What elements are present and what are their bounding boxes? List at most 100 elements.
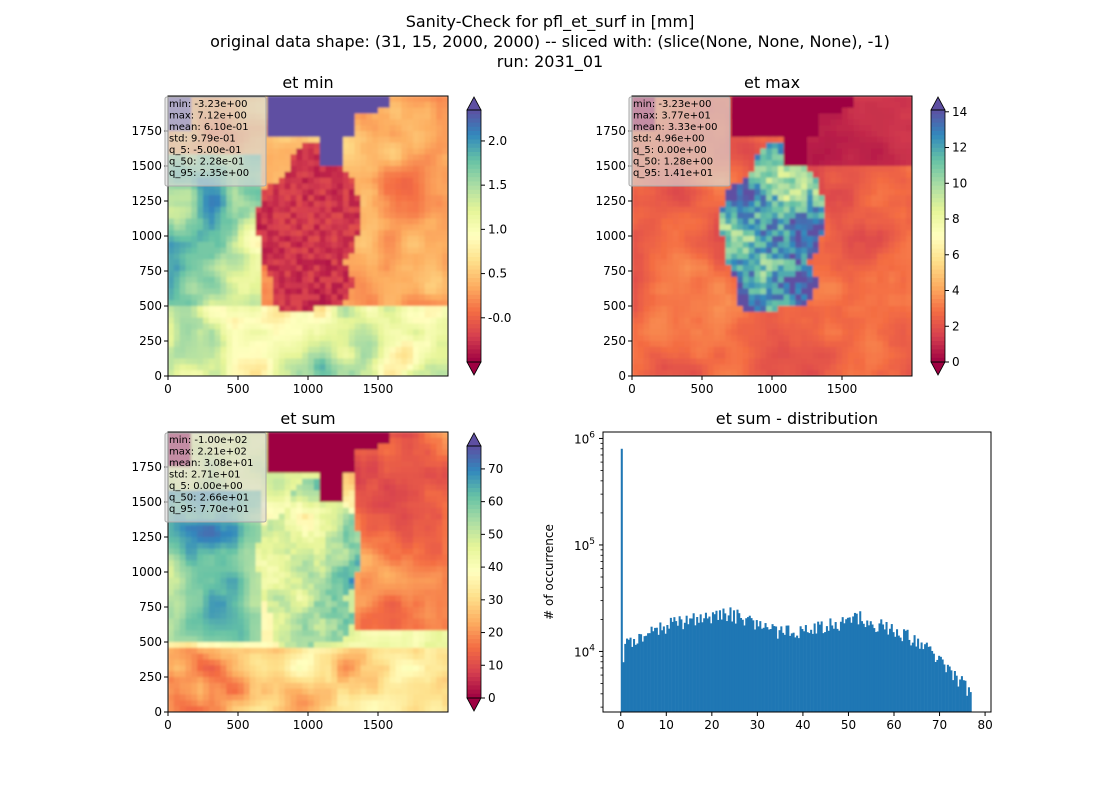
panel-4-bar: [713, 614, 716, 712]
figure-suptitle: Sanity-Check for pfl_et_surf in [mm] ori…: [0, 12, 1100, 72]
panel-4-bar: [964, 680, 967, 712]
panel-3-ytick-label: 750: [139, 600, 162, 614]
panel-4-bar: [894, 636, 897, 712]
panel-4-bar: [738, 613, 741, 712]
panel-4-bar: [768, 629, 771, 712]
panel-1-stats-line: mean: 6.10e-01: [169, 122, 249, 133]
panel-4-bar: [841, 617, 844, 712]
panel-4-bar: [959, 679, 962, 712]
panel-4-bar: [878, 623, 881, 712]
panel-4-bar: [945, 672, 948, 712]
panel-4-bar: [673, 617, 676, 712]
panel-4-bar: [910, 645, 913, 712]
panel-4-bar: [743, 625, 746, 712]
panel-1-ytick-label: 1750: [131, 124, 162, 138]
panel-4-bar: [869, 621, 872, 712]
panel-4-bar: [804, 625, 807, 712]
panel-4-bar: [675, 621, 678, 712]
panel-4-bar: [648, 633, 651, 712]
panel-4-bar: [955, 675, 958, 712]
panel-2-heatmap: et max 0 500 1000 1500 0 250 500 750 1000 1250 1500…: [595, 73, 967, 396]
panel-4-bar: [824, 632, 827, 712]
panel-4-frame: [602, 431, 992, 713]
panel-4-bar: [890, 624, 893, 712]
panel-4-bar: [850, 622, 853, 712]
panel-2-xtick-label: 0: [628, 382, 636, 396]
panel-4-bar: [811, 633, 814, 712]
panel-2-ytick-label: 1500: [595, 159, 626, 173]
panel-2-colorbar-tick-label: 8: [952, 212, 960, 226]
panel-4-bar: [711, 612, 714, 712]
panel-4-bar: [650, 626, 653, 712]
panel-4-bar: [897, 635, 900, 712]
panel-2-colorbar-tick-label: 0: [952, 355, 960, 369]
panel-4-bar: [645, 635, 648, 712]
panel-4-bar: [687, 624, 690, 712]
panel-2-colorbar-extend-max: [930, 96, 946, 111]
panel-4-bar: [629, 637, 632, 712]
panel-4-bar: [838, 630, 841, 712]
panel-3-ytick-label: 250: [139, 670, 162, 684]
panel-4-bar: [745, 618, 748, 712]
panel-4-bar: [962, 680, 965, 712]
panel-3-colorbar-tick-label: 30: [488, 593, 503, 607]
panel-4-bar: [904, 630, 907, 712]
panel-4-bar: [846, 617, 849, 712]
panel-3-stats-line: q_50: 2.66e+01: [169, 493, 249, 504]
panel-4-bar: [696, 617, 699, 712]
panel-1-ytick-label: 1250: [131, 194, 162, 208]
panel-2-stats-line: q_50: 1.28e+00: [633, 157, 713, 168]
panel-4-xtick-label: 10: [659, 718, 674, 732]
panel-3-stats-line: min: -1.00e+02: [169, 435, 248, 446]
panel-4-bar: [862, 623, 865, 712]
panel-4-bar: [843, 623, 846, 712]
panel-4-bar: [796, 635, 799, 712]
panel-4-title: et sum - distribution: [716, 409, 878, 428]
panel-4-bar: [880, 619, 883, 712]
panel-4-xtick-label: 40: [795, 718, 810, 732]
panel-4-bar: [732, 610, 736, 712]
panel-4-ytick-label: 104: [574, 643, 595, 659]
panel-1-stats-line: q_50: 2.28e-01: [169, 157, 244, 168]
panel-4-bar: [722, 608, 725, 712]
panel-4-bar: [855, 613, 858, 712]
panel-3-xtick-label: 500: [227, 718, 250, 732]
panel-4-bar: [929, 646, 932, 712]
panel-4-bar: [682, 629, 685, 712]
panel-4-bar: [853, 612, 856, 712]
panel-4-bar: [815, 633, 818, 712]
panel-4-xtick-label: 20: [704, 718, 719, 732]
panel-2-colorbar-tick-label: 10: [952, 176, 967, 190]
panel-4-bar: [834, 622, 837, 712]
panel-4-bar: [710, 623, 713, 712]
panel-1-colorbar-extend-min: [466, 361, 482, 376]
panel-4-bar: [647, 633, 650, 712]
panel-4-bar: [866, 620, 869, 712]
panel-4-bar: [666, 625, 669, 712]
panel-3-colorbar-tick-label: 0: [488, 691, 496, 705]
panel-3-stats-line: std: 2.71e+01: [169, 470, 241, 481]
panel-2-stats-line: mean: 3.33e+00: [633, 122, 717, 133]
panel-2-ytick-label: 250: [603, 334, 626, 348]
suptitle-line-1: Sanity-Check for pfl_et_surf in [mm]: [405, 12, 695, 31]
panel-4-bar: [627, 639, 630, 712]
panel-4-bar: [717, 619, 720, 712]
panel-4-bar: [727, 615, 730, 712]
panel-4-bar: [883, 629, 886, 712]
panel-2-colorbar-tick-label: 14: [952, 105, 967, 119]
panel-3-stats-line: mean: 3.08e+01: [169, 458, 253, 469]
panel-4-bar: [903, 629, 906, 712]
panel-4-bar: [911, 642, 914, 712]
panel-4-bar: [747, 617, 750, 712]
panel-1-xtick-label: 500: [227, 382, 250, 396]
panel-4-bar: [783, 634, 786, 712]
panel-4-bar: [775, 626, 778, 712]
panel-4-bar: [622, 662, 625, 712]
panel-4-xtick-label: 50: [841, 718, 856, 732]
panel-4-bar: [655, 627, 658, 712]
panel-4-bar: [759, 621, 762, 712]
panel-1-ytick-label: 250: [139, 334, 162, 348]
